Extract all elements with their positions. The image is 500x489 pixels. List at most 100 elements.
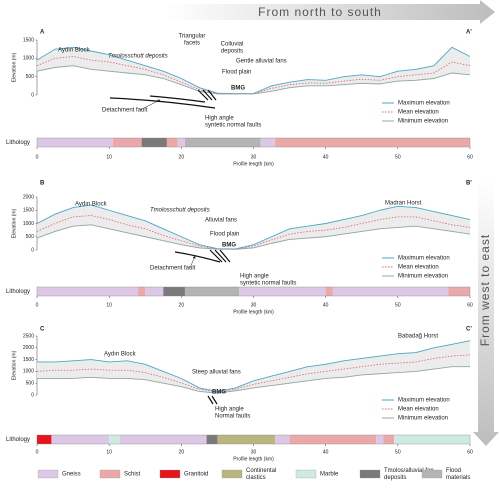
annotation: B: [40, 181, 45, 187]
legend-label: Minimum elevation: [398, 119, 448, 125]
legend-label: Mean elevation: [398, 407, 439, 413]
legend-swatch: [359, 469, 381, 479]
legend-label: Minimum elevation: [398, 274, 448, 280]
elevation-line: [36, 204, 471, 250]
annotation: Colluvial: [221, 42, 244, 48]
x-tick-label: 0: [36, 154, 39, 160]
lithology-segment: [332, 287, 449, 296]
legend-label: Maximum elevation: [398, 101, 450, 107]
x-tick-label: 50: [395, 302, 401, 308]
legend-label: clastics: [246, 475, 266, 481]
x-axis-label: Profile length (km): [233, 161, 274, 167]
x-tick-label: 60: [467, 302, 473, 308]
annotation: Aydın Block: [58, 48, 91, 54]
legend-label: Flood: [446, 468, 461, 474]
annotation: Babadağ Horst: [398, 334, 438, 340]
x-tick-label: 30: [251, 154, 257, 160]
annotation: Aydın Block: [75, 202, 108, 208]
lithology-label: Lithology: [6, 140, 30, 146]
annotation: Madran Horst: [385, 201, 422, 207]
annotation: BMG: [231, 86, 245, 92]
annotation: syntetic normal faults: [240, 281, 296, 287]
direction-arrow: [165, 0, 495, 24]
lithology-segment: [163, 287, 185, 296]
y-tick-label: 0: [31, 247, 34, 253]
y-tick-label: 2000: [23, 345, 34, 351]
direction-label: From west to east: [478, 234, 492, 346]
annotation: Gentle alluvial fans: [236, 59, 287, 65]
lithology-segment: [206, 435, 218, 444]
legend-label: Tmolos/alluvial fan: [384, 468, 434, 474]
elevation-band: [37, 204, 470, 250]
annotation: High angle: [215, 407, 244, 413]
y-tick-label: 0: [31, 92, 34, 98]
elevation-band: [37, 47, 470, 94]
legend-label: Mean elevation: [398, 265, 439, 271]
y-tick-label: 2500: [23, 333, 34, 339]
annotation: Aydın Block: [104, 352, 137, 358]
x-tick-label: 60: [467, 154, 473, 160]
annotation: Normal faults: [215, 414, 250, 420]
y-tick-label: 1000: [23, 369, 34, 375]
legend-label: Granitoid: [184, 472, 208, 478]
annotation: Tmolosschutt deposits: [150, 208, 210, 214]
x-tick-label: 10: [106, 449, 112, 455]
y-tick-label: 1000: [23, 221, 34, 227]
y-tick-label: 1000: [23, 56, 34, 62]
direction-arrow: [473, 180, 499, 446]
annotation-arrow: [189, 255, 196, 269]
x-tick-label: 40: [323, 302, 329, 308]
x-tick-label: 20: [179, 154, 185, 160]
x-tick-label: 0: [36, 449, 39, 455]
x-tick-label: 40: [323, 449, 329, 455]
legend-label: Maximum elevation: [398, 398, 450, 404]
annotation: BMG: [212, 390, 226, 396]
elevation-band: [37, 340, 470, 394]
direction-label: From north to south: [258, 5, 382, 19]
lithology-label: Lithology: [6, 437, 30, 443]
lithology-segment: [383, 435, 395, 444]
x-tick-label: 20: [179, 449, 185, 455]
annotation: High angle: [205, 116, 234, 122]
lithology-segment: [184, 138, 261, 147]
legend-label: Continental: [246, 468, 276, 474]
lithology-segment: [138, 287, 146, 296]
x-tick-label: 20: [179, 302, 185, 308]
x-tick-label: 0: [36, 302, 39, 308]
lithology-segment: [112, 138, 142, 147]
y-axis-label: Elevation (m): [11, 52, 17, 82]
annotation: Flood plain: [222, 70, 251, 76]
x-tick-label: 50: [395, 154, 401, 160]
y-tick-label: 1500: [23, 357, 34, 363]
x-tick-label: 10: [106, 302, 112, 308]
annotation: Triangular: [179, 34, 206, 40]
y-tick-label: 500: [26, 381, 35, 387]
legend-label: materials: [446, 475, 470, 481]
lithology-segment: [289, 435, 377, 444]
lithology-label: Lithology: [6, 289, 30, 295]
annotation: C': [466, 327, 472, 333]
annotation: syntetic normal faults: [205, 123, 261, 129]
lithology-segment: [239, 287, 326, 296]
elevation-line: [36, 65, 471, 95]
annotation: BMG: [222, 243, 236, 249]
legend-label: Gneiss: [62, 472, 81, 478]
lithology-segment: [37, 287, 139, 296]
legend-swatch: [159, 469, 181, 479]
lithology-segment: [376, 435, 384, 444]
annotation: Detachment fault: [150, 266, 196, 272]
legend-label: Schist: [124, 472, 141, 478]
annotation: C: [40, 327, 45, 333]
legend-swatch: [421, 469, 443, 479]
annotation: High angle: [240, 274, 269, 280]
x-tick-label: 10: [106, 154, 112, 160]
x-tick-label: 40: [323, 154, 329, 160]
lithology-segment: [275, 435, 290, 444]
lithology-segment: [217, 435, 276, 444]
x-tick-label: 60: [467, 449, 473, 455]
annotation: Detachment fault: [102, 108, 148, 114]
elevation-line: [37, 340, 471, 392]
lithology-segment: [145, 287, 164, 296]
legend-swatch: [221, 469, 243, 479]
